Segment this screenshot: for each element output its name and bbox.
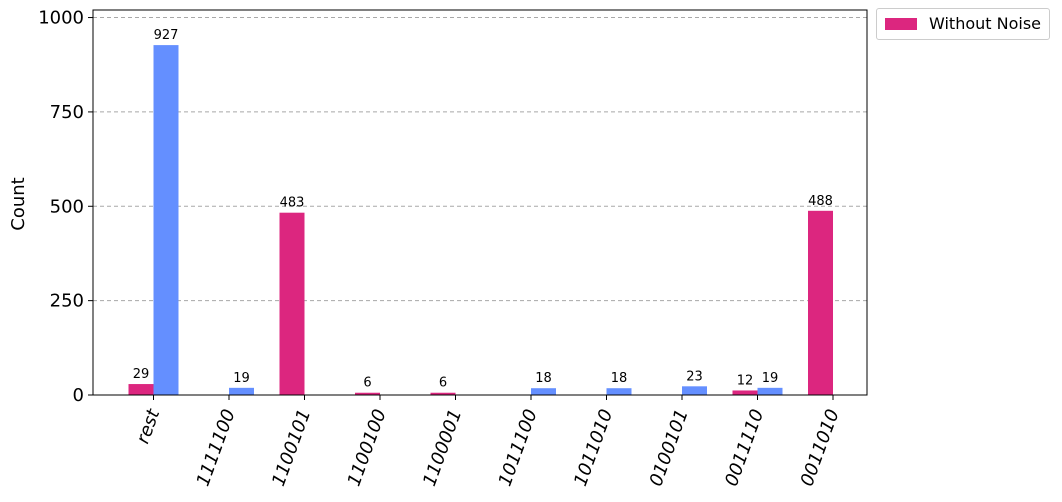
bar-value-label: 6: [439, 376, 447, 391]
x-tick-label: rest: [133, 406, 165, 447]
bar-value-label: 19: [762, 371, 779, 386]
bar-value-label: 23: [686, 369, 703, 384]
legend: Without Noise: [876, 8, 1050, 40]
bar: [128, 384, 154, 395]
data-labels: 29 927 19 483 6 6 18 18 23 12 19 488: [133, 28, 833, 391]
x-axis-ticks: rest 1111100 1100101 1100100 1100001 1011100 1…: [133, 395, 844, 489]
y-tick-label: 0: [73, 385, 84, 406]
bar-value-label: 12: [737, 373, 754, 388]
bar: [757, 387, 783, 395]
bar-value-label: 483: [280, 196, 305, 211]
bar: [531, 388, 556, 395]
bar-value-label: 488: [808, 194, 833, 209]
bar: [808, 210, 833, 395]
x-tick-label: 0011110: [721, 407, 768, 490]
bar-value-label: 6: [363, 376, 371, 391]
bar: [279, 212, 305, 395]
bar: [355, 392, 380, 395]
bar: [430, 392, 456, 395]
x-tick-label: 0100101: [646, 407, 693, 490]
bar-value-label: 19: [233, 371, 250, 386]
bar-value-label: 927: [154, 28, 179, 43]
y-axis-title: Count: [8, 177, 29, 230]
bar: [682, 386, 707, 395]
plot-area-frame: [92, 9, 868, 396]
x-tick-label: 1011010: [570, 407, 617, 490]
legend-swatch: [885, 17, 917, 30]
bar: [606, 388, 632, 395]
x-tick-label: 1100100: [344, 407, 391, 490]
y-tick-label: 750: [50, 102, 84, 123]
x-tick-label: 0011010: [797, 407, 844, 490]
x-tick-label: 1100101: [268, 407, 315, 490]
y-tick-label: 1000: [38, 8, 84, 29]
bars: [128, 45, 833, 396]
legend-label: Without Noise: [929, 14, 1041, 33]
y-tick-label: 500: [50, 196, 84, 217]
bar-value-label: 18: [611, 371, 628, 386]
gridlines: [93, 17, 867, 302]
bar: [732, 390, 758, 395]
x-tick-label: 1111100: [193, 407, 240, 490]
y-tick-label: 250: [50, 291, 84, 312]
x-tick-label: 1100001: [419, 407, 466, 490]
y-axis-ticks: 0 250 500 750 1000: [38, 8, 93, 406]
bar-value-label: 18: [535, 371, 552, 386]
x-tick-label: 1011100: [495, 407, 542, 490]
bar: [229, 387, 254, 395]
bar: [153, 45, 179, 396]
bar-value-label: 29: [133, 367, 150, 382]
